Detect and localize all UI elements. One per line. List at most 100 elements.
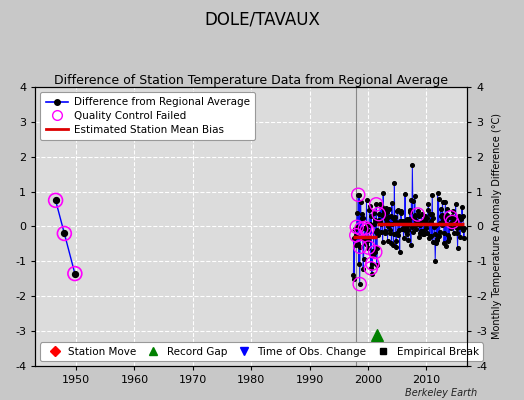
Point — [446, 220, 454, 227]
Point — [442, 217, 451, 223]
Point — [413, 220, 421, 226]
Point — [424, 207, 432, 214]
Point — [458, 214, 467, 220]
Point — [438, 198, 446, 205]
Point — [378, 212, 386, 218]
Point — [372, 201, 380, 208]
Point — [432, 222, 440, 228]
Point — [367, 212, 376, 219]
Point — [60, 230, 69, 237]
Point — [391, 238, 400, 244]
Point — [395, 220, 403, 226]
Point — [453, 230, 461, 236]
Point — [356, 198, 365, 205]
Point — [433, 236, 441, 243]
Point — [376, 201, 385, 207]
Point — [455, 213, 463, 219]
Point — [418, 210, 426, 217]
Point — [427, 217, 435, 224]
Point — [392, 230, 401, 236]
Point — [350, 276, 358, 282]
Point — [363, 227, 371, 233]
Point — [406, 209, 414, 215]
Point — [416, 230, 424, 237]
Point — [368, 260, 377, 267]
Point — [459, 227, 467, 233]
Point — [387, 240, 396, 246]
Point — [411, 193, 419, 200]
Point — [440, 230, 449, 236]
Point — [447, 225, 455, 231]
Point — [367, 265, 375, 272]
Point — [460, 224, 468, 231]
Point — [372, 228, 380, 235]
Point — [443, 212, 451, 218]
Point — [430, 222, 438, 229]
Point — [445, 213, 453, 220]
Point — [431, 258, 440, 264]
Point — [352, 232, 361, 238]
Point — [456, 216, 465, 223]
Point — [364, 244, 373, 251]
Point — [355, 191, 364, 198]
Point — [445, 220, 454, 227]
Point — [362, 236, 370, 243]
Point — [350, 234, 358, 241]
Point — [431, 231, 439, 238]
Point — [379, 208, 388, 214]
Point — [370, 221, 378, 228]
Point — [371, 249, 379, 255]
Point — [448, 219, 456, 225]
Point — [351, 226, 359, 232]
Point — [376, 218, 384, 224]
Point — [427, 233, 435, 239]
Point — [397, 218, 406, 224]
Point — [434, 196, 443, 202]
Y-axis label: Monthly Temperature Anomaly Difference (°C): Monthly Temperature Anomaly Difference (… — [492, 114, 501, 340]
Point — [422, 222, 430, 228]
Point — [393, 208, 401, 214]
Point — [389, 215, 397, 221]
Point — [390, 218, 399, 225]
Point — [405, 216, 413, 222]
Point — [455, 222, 464, 228]
Point — [380, 211, 388, 217]
Point — [435, 229, 444, 236]
Point — [399, 225, 407, 231]
Point — [369, 210, 378, 216]
Point — [356, 244, 364, 250]
Point — [458, 213, 467, 219]
Point — [438, 222, 446, 228]
Point — [454, 222, 463, 229]
Point — [391, 214, 399, 220]
Point — [367, 265, 375, 272]
Point — [456, 234, 464, 240]
Point — [395, 227, 403, 233]
Point — [353, 224, 361, 230]
Point — [414, 212, 423, 219]
Point — [358, 210, 366, 217]
Point — [434, 233, 442, 240]
Title: Difference of Station Temperature Data from Regional Average: Difference of Station Temperature Data f… — [54, 74, 448, 87]
Point — [422, 225, 431, 231]
Point — [352, 241, 360, 248]
Point — [420, 213, 429, 220]
Point — [423, 215, 432, 222]
Point — [51, 197, 60, 204]
Point — [402, 223, 411, 229]
Point — [372, 201, 380, 208]
Point — [390, 231, 398, 237]
Point — [354, 241, 362, 247]
Text: DOLE/TAVAUX: DOLE/TAVAUX — [204, 10, 320, 28]
Point — [361, 225, 369, 231]
Point — [371, 249, 379, 255]
Point — [441, 199, 450, 205]
Point — [381, 205, 390, 211]
Point — [377, 221, 385, 227]
Point — [353, 210, 362, 216]
Point — [399, 235, 408, 241]
Point — [383, 209, 391, 216]
Point — [357, 226, 365, 232]
Point — [446, 214, 455, 220]
Point — [429, 214, 438, 221]
